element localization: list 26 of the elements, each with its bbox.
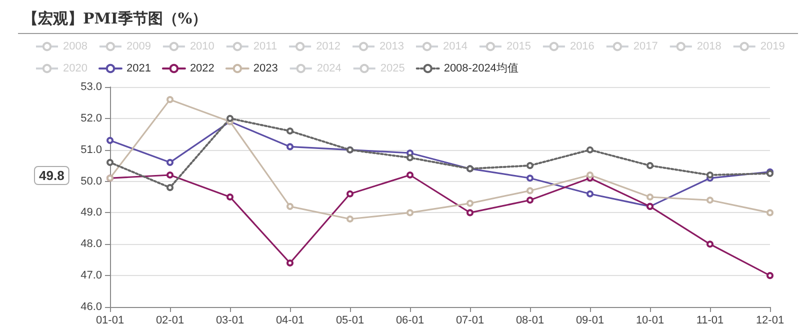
- x-tick-label: 12-01: [756, 314, 784, 326]
- x-tick-label: 04-01: [276, 314, 304, 326]
- x-tick-label: 01-01: [96, 314, 124, 326]
- legend-label: 2008-2024均值: [444, 62, 518, 74]
- y-tick-label: 53.0: [80, 81, 102, 93]
- x-tick-label: 09-01: [576, 314, 604, 326]
- y-tick-label: 52.0: [80, 112, 102, 124]
- legend-label: 2023: [253, 62, 278, 74]
- x-tick-label: 10-01: [636, 314, 664, 326]
- x-tick-label: 11-01: [696, 314, 724, 326]
- x-tick-label: 05-01: [336, 314, 364, 326]
- y-tick-label: 46.0: [80, 301, 102, 313]
- y-tick-label: 49.0: [80, 206, 102, 219]
- legend-label: 2021: [126, 62, 151, 74]
- legend-label: 2022: [190, 62, 214, 74]
- y-tick-label: 50.0: [80, 175, 102, 188]
- text: 49.8: [39, 168, 64, 183]
- x-tick-label: 03-01: [216, 314, 244, 326]
- x-tick-label: 06-01: [396, 314, 424, 326]
- y-tick-label: 48.0: [80, 238, 102, 250]
- chart-title: 【宏观】PMI季节图（%）: [23, 10, 208, 28]
- x-tick-label: 07-01: [456, 314, 484, 326]
- y-tick-label: 47.0: [80, 270, 102, 282]
- x-tick-label: 08-01: [516, 314, 544, 326]
- x-tick-label: 02-01: [156, 314, 184, 326]
- y-tick-label: 51.0: [80, 144, 102, 156]
